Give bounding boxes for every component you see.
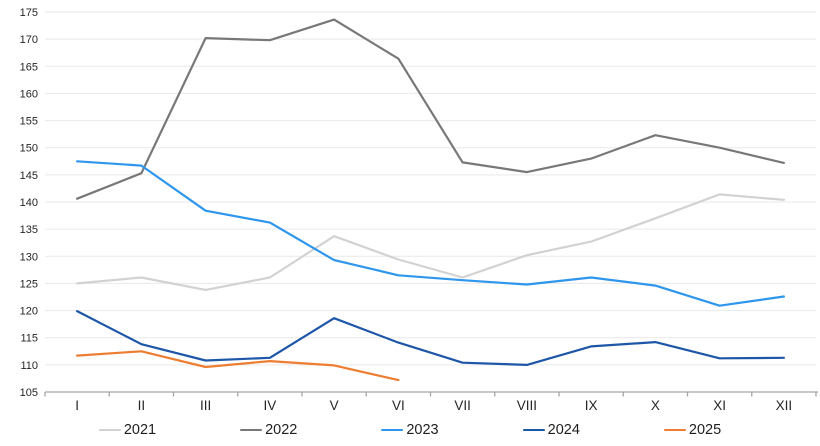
series-line-2021 [75,193,786,291]
y-axis-tick-label: 170 [20,34,38,46]
legend-item-2025: 2025 [663,421,722,438]
y-axis-tick-label: 130 [20,251,38,263]
legend-item-2021: 2021 [98,421,157,438]
x-axis-tick-label: X [651,398,660,413]
x-axis-tick-label: XI [713,398,726,413]
legend-swatch-2024 [522,428,545,432]
y-axis-tick-label: 145 [20,170,38,182]
y-axis-tick-label: 110 [20,360,38,372]
x-axis-tick-label: XII [776,398,793,413]
x-axis-tick-label: IX [585,398,598,413]
chart-legend: 2021 2022 2023 2024 2025 [0,417,820,443]
legend-label-2021: 2021 [123,421,157,438]
y-axis-tick-label: 135 [20,224,38,236]
x-axis-tick-label: II [138,398,146,413]
legend-item-2022: 2022 [240,423,297,438]
series-line-2023 [75,160,786,307]
x-axis-tick-label: VIII [517,398,537,413]
legend-label-2024: 2024 [547,421,580,438]
legend-swatch-2023 [381,428,404,432]
y-axis-tick-label: 120 [20,306,38,318]
legend-item-2024: 2024 [522,421,580,438]
legend-swatch-2021 [98,428,121,432]
y-axis-tick-label: 150 [20,143,38,155]
legend-label-2022: 2022 [265,421,298,438]
y-axis-tick-label: 160 [20,88,38,100]
legend-swatch-2022 [240,428,263,432]
series-line-2025 [75,350,400,382]
x-axis-tick-label: V [330,398,339,413]
y-axis-tick-label: 115 [20,333,38,345]
y-axis-tick-label: 140 [20,197,38,209]
legend-item-2023: 2023 [381,421,439,438]
x-axis-tick-label: IV [263,398,276,413]
y-axis-tick-label: 155 [20,116,38,128]
legend-swatch-2025 [663,428,686,432]
legend-label-2025: 2025 [688,421,722,438]
x-axis-tick-label: VI [392,398,405,413]
y-axis-tick-label: 105 [20,387,38,399]
line-chart: 105 110 115 120 125 130 135 140 145 150 155 160 165 1… [20,7,818,413]
y-axis-tick-label: 165 [20,61,38,73]
x-axis-tick-label: I [75,398,79,413]
legend-label-2023: 2023 [406,421,439,438]
series-line-2022 [75,18,786,200]
series-line-2024 [75,310,786,366]
x-axis-tick-label: VII [454,398,471,413]
x-axis-tick-label: III [200,398,211,413]
y-axis-tick-label: 175 [20,7,38,19]
y-axis-tick-label: 125 [20,278,38,290]
